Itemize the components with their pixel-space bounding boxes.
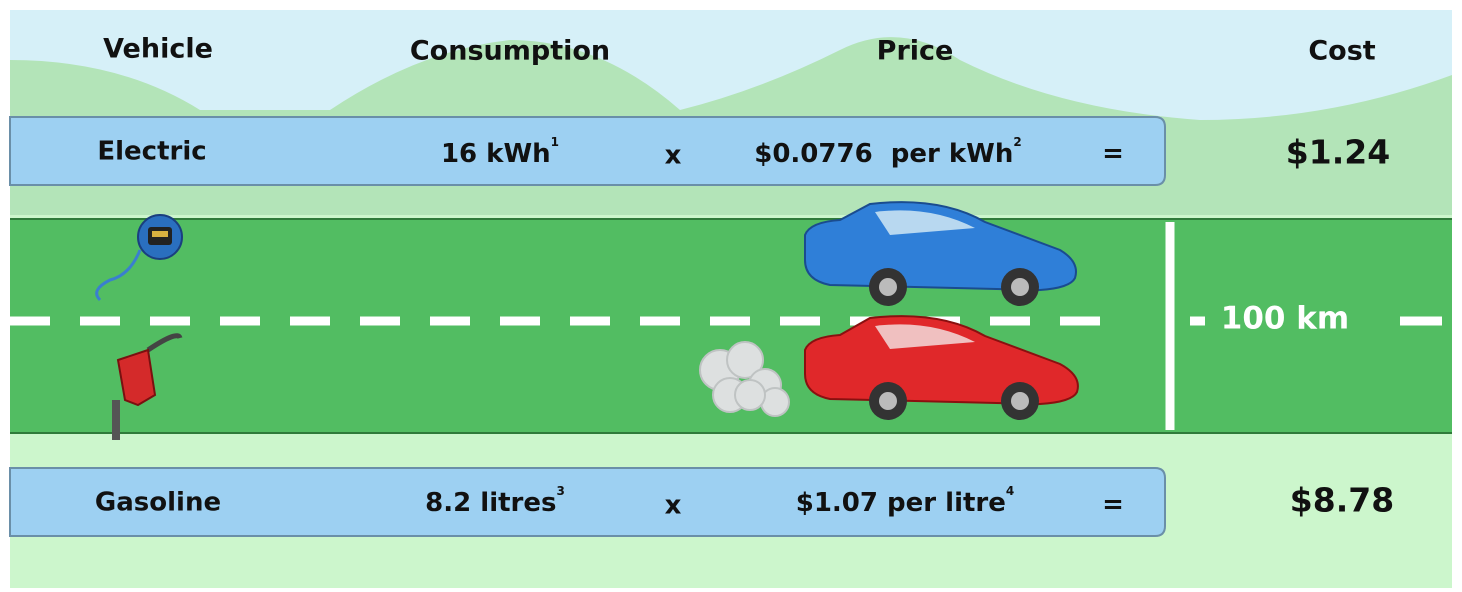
column-header: Consumption <box>410 36 610 67</box>
footnote-mark: 3 <box>556 484 564 498</box>
equals: = <box>1102 490 1124 520</box>
distance-label: 100 km <box>1221 301 1349 337</box>
footnote-mark: 2 <box>1013 135 1021 149</box>
consumption-cell: 8.2 litres3 <box>425 484 565 518</box>
operator: x <box>665 141 682 171</box>
page: Vehicle Consumption Price Cost Electric … <box>0 0 1462 592</box>
price-cell: $0.0776 per kWh2 <box>754 135 1021 169</box>
price: $1.07 per litre <box>796 488 1006 518</box>
infographic: Vehicle Consumption Price Cost Electric … <box>0 0 1462 592</box>
cost: $1.24 <box>1286 133 1390 172</box>
vehicle: Electric <box>97 137 206 167</box>
column-header: Vehicle <box>103 34 213 65</box>
operator: x <box>665 491 682 521</box>
consumption: 16 kWh <box>441 139 551 169</box>
price-cell: $1.07 per litre4 <box>796 484 1014 518</box>
footnote-mark: 4 <box>1006 484 1014 498</box>
column-header: Price <box>877 36 954 67</box>
equals: = <box>1102 139 1124 169</box>
cost: $8.78 <box>1290 481 1394 520</box>
vehicle: Gasoline <box>95 488 221 518</box>
consumption-cell: 16 kWh1 <box>441 135 559 169</box>
price: $0.0776 per kWh <box>754 139 1013 169</box>
consumption: 8.2 litres <box>425 488 556 518</box>
column-header: Cost <box>1308 36 1375 67</box>
footnote-mark: 1 <box>551 135 559 149</box>
